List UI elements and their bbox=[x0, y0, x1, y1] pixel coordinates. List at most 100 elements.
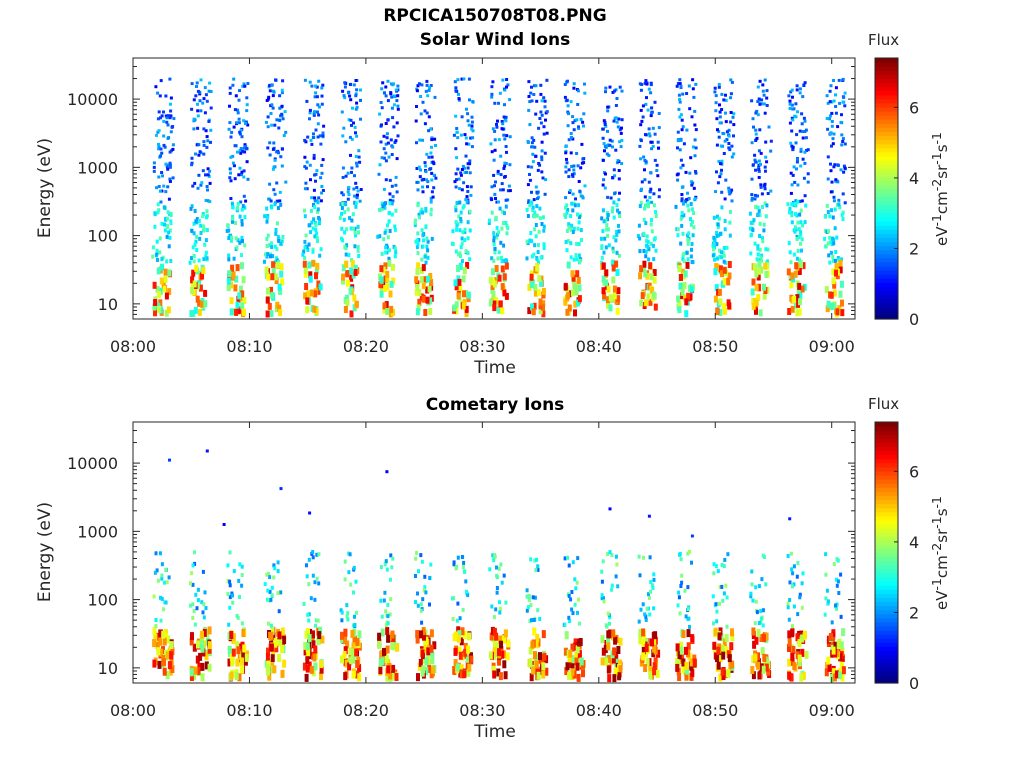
data-cell bbox=[197, 219, 201, 223]
data-cell bbox=[530, 303, 534, 311]
data-cell bbox=[233, 177, 237, 181]
data-cell bbox=[496, 171, 500, 175]
data-cell bbox=[498, 606, 502, 611]
data-cell bbox=[461, 230, 465, 235]
data-cell bbox=[232, 569, 236, 574]
data-cell bbox=[831, 258, 835, 263]
data-cell bbox=[202, 127, 206, 131]
data-cell bbox=[682, 281, 687, 289]
data-cell bbox=[342, 650, 347, 659]
data-cell bbox=[799, 149, 803, 153]
data-cell bbox=[313, 95, 317, 99]
data-cell bbox=[687, 84, 691, 88]
data-cell bbox=[692, 658, 697, 667]
data-cell bbox=[344, 140, 348, 144]
data-cell bbox=[615, 269, 620, 276]
data-cell bbox=[830, 124, 834, 128]
data-cell bbox=[759, 266, 764, 274]
data-cell bbox=[615, 250, 619, 255]
data-cell bbox=[241, 649, 246, 658]
data-cell bbox=[728, 233, 732, 238]
data-cell bbox=[354, 79, 358, 82]
data-cell bbox=[159, 79, 163, 83]
data-cell bbox=[637, 554, 641, 559]
data-cell bbox=[490, 278, 495, 286]
data-cell bbox=[321, 131, 325, 135]
data-cell bbox=[386, 235, 390, 240]
data-cell bbox=[803, 161, 807, 165]
data-cell bbox=[394, 208, 398, 213]
data-cell bbox=[394, 88, 398, 92]
data-cell bbox=[678, 611, 682, 616]
data-cell bbox=[676, 172, 680, 176]
data-cell bbox=[620, 162, 624, 165]
data-cell bbox=[712, 571, 716, 576]
data-cell bbox=[382, 306, 387, 314]
data-cell bbox=[648, 612, 652, 617]
data-cell bbox=[754, 111, 758, 115]
colorbar-title: Flux bbox=[868, 31, 900, 49]
data-cell bbox=[612, 215, 616, 220]
data-cell bbox=[416, 241, 420, 246]
data-cell bbox=[712, 621, 715, 626]
data-cell bbox=[233, 284, 238, 292]
data-cell bbox=[159, 648, 164, 657]
data-cell bbox=[277, 654, 282, 662]
data-cell bbox=[690, 560, 693, 565]
data-cell bbox=[677, 651, 682, 659]
data-cell bbox=[500, 120, 504, 123]
data-cell bbox=[536, 250, 540, 254]
data-cell bbox=[459, 173, 463, 177]
data-cell bbox=[843, 201, 847, 205]
data-cell bbox=[530, 99, 534, 103]
data-cell bbox=[540, 155, 544, 159]
data-cell bbox=[311, 573, 315, 578]
data-cell bbox=[606, 144, 610, 147]
data-cell bbox=[642, 217, 646, 222]
data-cell bbox=[679, 584, 683, 588]
data-cell bbox=[720, 159, 724, 163]
data-cell bbox=[494, 215, 498, 220]
data-cell bbox=[414, 556, 418, 561]
data-cell bbox=[616, 125, 620, 129]
data-cell bbox=[749, 220, 753, 225]
data-cell bbox=[234, 672, 239, 680]
data-cell bbox=[827, 253, 831, 258]
data-cell bbox=[395, 157, 399, 161]
data-cell bbox=[311, 247, 315, 252]
data-cell bbox=[639, 108, 643, 112]
data-cell bbox=[533, 651, 537, 660]
data-cell bbox=[716, 661, 721, 670]
data-cell bbox=[722, 98, 726, 102]
data-cell bbox=[828, 114, 832, 118]
data-cell bbox=[837, 591, 841, 595]
data-cell bbox=[159, 116, 162, 120]
data-cell bbox=[303, 245, 307, 250]
data-cell bbox=[265, 99, 269, 102]
data-cell bbox=[466, 162, 470, 166]
data-cell bbox=[495, 586, 499, 590]
data-cell bbox=[425, 275, 430, 283]
data-cell bbox=[831, 277, 836, 285]
data-cell bbox=[387, 256, 391, 261]
data-cell bbox=[538, 652, 542, 661]
data-cell bbox=[355, 186, 359, 189]
data-cell bbox=[454, 205, 458, 210]
data-cell bbox=[601, 287, 606, 295]
data-cell bbox=[525, 588, 529, 593]
data-cell bbox=[229, 281, 233, 289]
data-cell bbox=[499, 154, 503, 158]
data-cell bbox=[840, 673, 845, 682]
data-cell bbox=[528, 173, 531, 176]
data-cell bbox=[789, 281, 794, 289]
data-cell bbox=[528, 100, 532, 104]
data-cell bbox=[644, 160, 648, 164]
data-cell bbox=[499, 255, 503, 260]
data-cell bbox=[762, 555, 766, 559]
data-cell bbox=[828, 633, 833, 641]
data-cell bbox=[647, 257, 651, 262]
data-cell bbox=[165, 651, 170, 660]
data-cell bbox=[226, 223, 230, 228]
data-cell bbox=[415, 141, 418, 145]
data-cell bbox=[351, 106, 354, 110]
